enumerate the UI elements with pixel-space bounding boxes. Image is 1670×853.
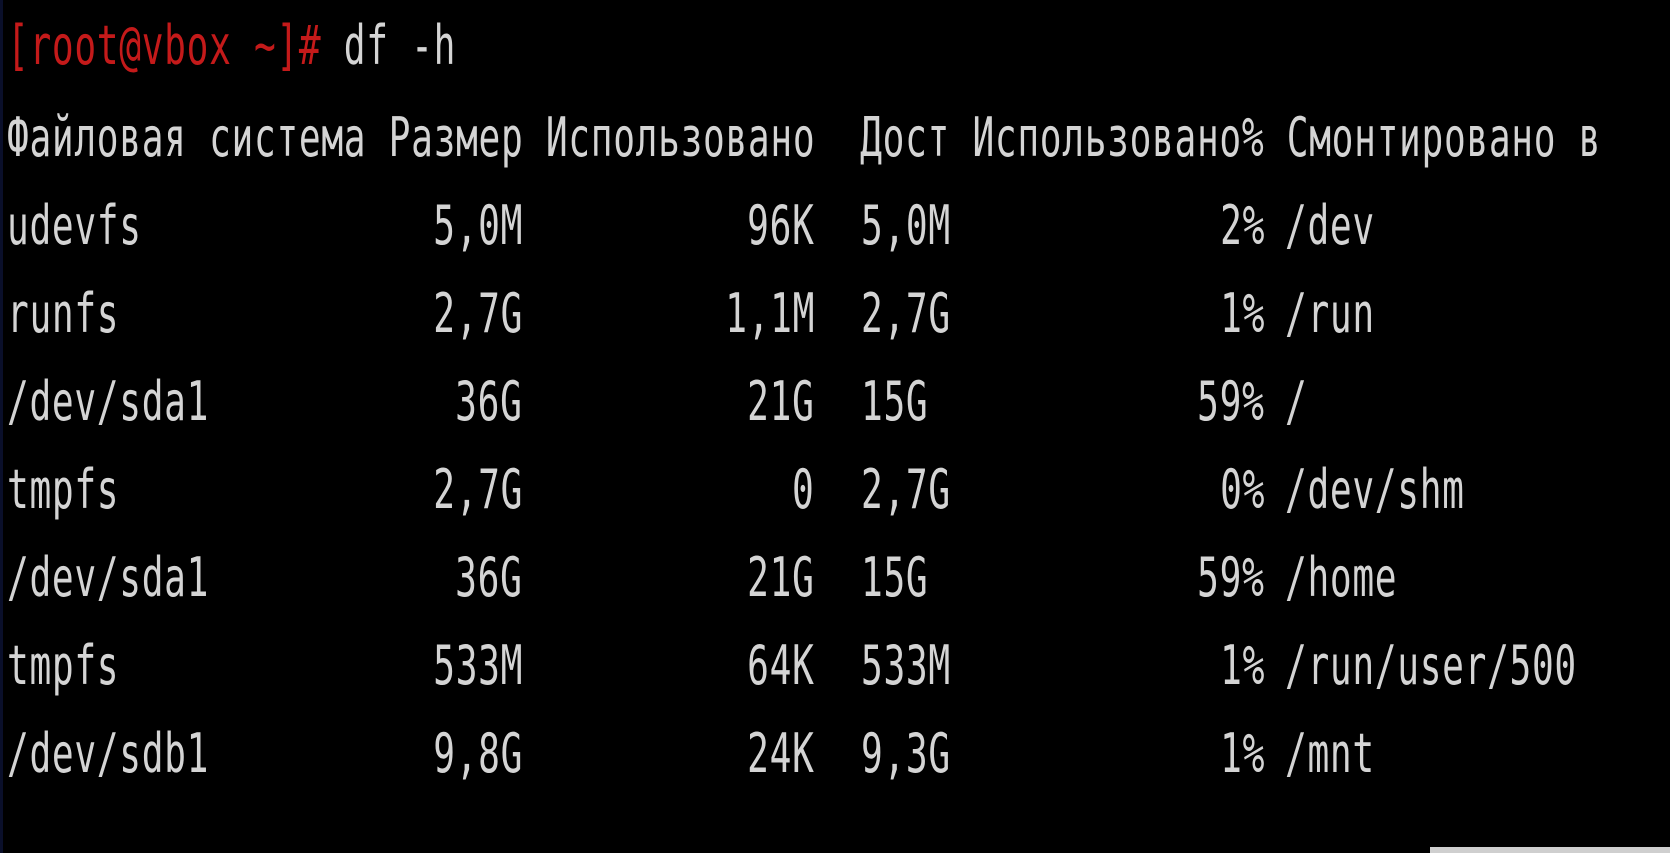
use-percent-cell: 2%	[1220, 194, 1265, 257]
size-cell: 533M	[433, 634, 523, 697]
avail-cell: 2,7G	[861, 282, 951, 345]
filesystem-cell: tmpfs	[7, 634, 120, 697]
used-cell: 1,1M	[725, 282, 815, 345]
use-percent-cell: 0%	[1220, 458, 1265, 521]
window-edge-bar	[1430, 847, 1670, 853]
use-percent-cell: 59%	[1197, 546, 1265, 609]
mount-cell: /dev/shm	[1285, 458, 1465, 521]
shell-prompt: [root@vbox ~]#	[7, 14, 322, 77]
avail-cell: 2,7G	[861, 458, 951, 521]
use-percent-cell: 1%	[1220, 634, 1265, 697]
use-percent-cell: 1%	[1220, 282, 1265, 345]
size-cell: 5,0M	[433, 194, 523, 257]
used-cell: 96K	[747, 194, 815, 257]
size-cell: 36G	[455, 546, 523, 609]
size-cell: 2,7G	[433, 282, 523, 345]
df-row: /dev/sda1 36G 21G 15G 59% /	[3, 358, 1670, 446]
use-percent-cell: 59%	[1197, 370, 1265, 433]
used-cell: 64K	[747, 634, 815, 697]
df-row: tmpfs 533M 64K 533M 1% /run/user/500	[3, 622, 1670, 710]
df-header: Файловая система Размер Использовано Дос…	[7, 106, 1602, 169]
mount-cell: /home	[1285, 546, 1398, 609]
mount-cell: /dev	[1285, 194, 1375, 257]
avail-cell: 9,3G	[861, 722, 951, 785]
avail-cell: 533M	[861, 634, 951, 697]
size-cell: 36G	[455, 370, 523, 433]
mount-cell: /mnt	[1285, 722, 1375, 785]
df-row: tmpfs 2,7G 0 2,7G 0% /dev/shm	[3, 446, 1670, 534]
df-row: /dev/sda1 36G 21G 15G 59% /home	[3, 534, 1670, 622]
used-cell: 24K	[747, 722, 815, 785]
used-cell: 0	[792, 458, 815, 521]
filesystem-cell: /dev/sda1	[7, 546, 210, 609]
filesystem-cell: tmpfs	[7, 458, 120, 521]
avail-cell: 15G	[861, 546, 929, 609]
filesystem-cell: /dev/sda1	[7, 370, 210, 433]
filesystem-cell: udevfs	[7, 194, 142, 257]
filesystem-cell: /dev/sdb1	[7, 722, 210, 785]
df-row: /dev/sdb1 9,8G 24K 9,3G 1% /mnt	[3, 710, 1670, 798]
used-cell: 21G	[747, 546, 815, 609]
mount-cell: /run	[1285, 282, 1375, 345]
use-percent-cell: 1%	[1220, 722, 1265, 785]
size-cell: 9,8G	[433, 722, 523, 785]
prompt-line: [root@vbox ~]# df -h	[7, 2, 456, 90]
filesystem-cell: runfs	[7, 282, 120, 345]
used-cell: 21G	[747, 370, 815, 433]
mount-cell: /run/user/500	[1285, 634, 1577, 697]
mount-cell: /	[1285, 370, 1308, 433]
command-text: df -h	[321, 14, 457, 77]
df-row: runfs 2,7G 1,1M 2,7G 1% /run	[3, 270, 1670, 358]
avail-cell: 15G	[861, 370, 929, 433]
avail-cell: 5,0M	[861, 194, 951, 257]
df-row: udevfs 5,0M 96K 5,0M 2% /dev	[3, 182, 1670, 270]
size-cell: 2,7G	[433, 458, 523, 521]
